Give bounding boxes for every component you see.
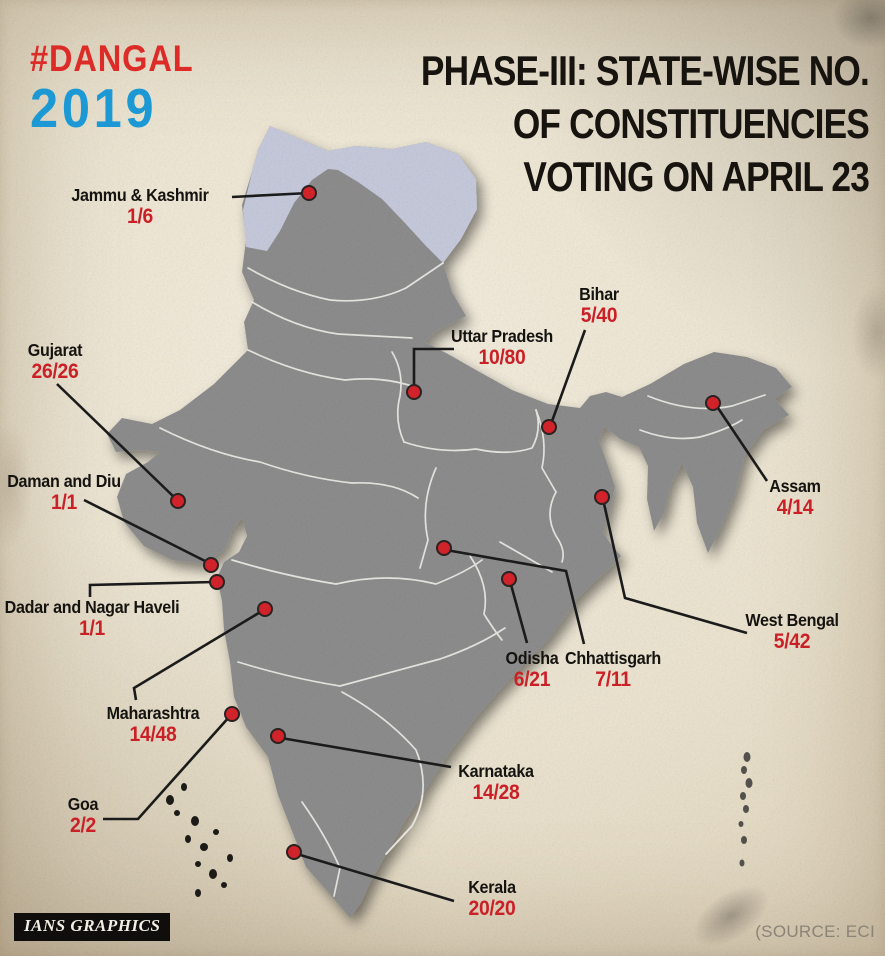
title-line-1: PHASE-III: STATE-WISE NO. (420, 47, 870, 94)
state-dot-jammu-kashmir (301, 185, 317, 201)
andaman-nicobar-islands (738, 752, 753, 867)
state-dot-dadar-and-nagar-haveli (209, 574, 225, 590)
dangal-2019-logo: #DANGAL 2019 (30, 40, 216, 136)
lakshadweep-islands (166, 783, 233, 897)
state-dot-kerala (286, 844, 302, 860)
state-dot-daman-and-diu (203, 557, 219, 573)
connector-line-west-bengal (601, 498, 748, 635)
state-dot-goa (224, 706, 240, 722)
connector-line-goa (103, 715, 231, 821)
connector-line-dadar-and-nagar-haveli (88, 580, 215, 597)
state-dot-chhattisgarh (436, 540, 452, 556)
state-dot-maharashtra (257, 601, 273, 617)
state-dot-west-bengal (594, 489, 610, 505)
state-dot-karnataka (270, 728, 286, 744)
state-dot-uttar-pradesh (406, 384, 422, 400)
title-line-2: OF CONSTITUENCIES (512, 100, 870, 147)
state-dot-gujarat (170, 493, 186, 509)
state-dot-odisha (501, 571, 517, 587)
state-dot-assam (705, 395, 721, 411)
ians-graphics-credit: IANS GRAPHICS (14, 913, 171, 941)
title-line-3: VOTING ON APRIL 23 (523, 153, 869, 200)
dangal-year: 2019 (30, 77, 158, 139)
source-note: (SOURCE: ECI (755, 922, 875, 941)
dangal-hashtag: #DANGAL (30, 38, 194, 79)
state-dot-bihar (541, 419, 557, 435)
infographic-title: PHASE-III: STATE-WISE NO. OF CONSTITUENC… (399, 44, 870, 203)
